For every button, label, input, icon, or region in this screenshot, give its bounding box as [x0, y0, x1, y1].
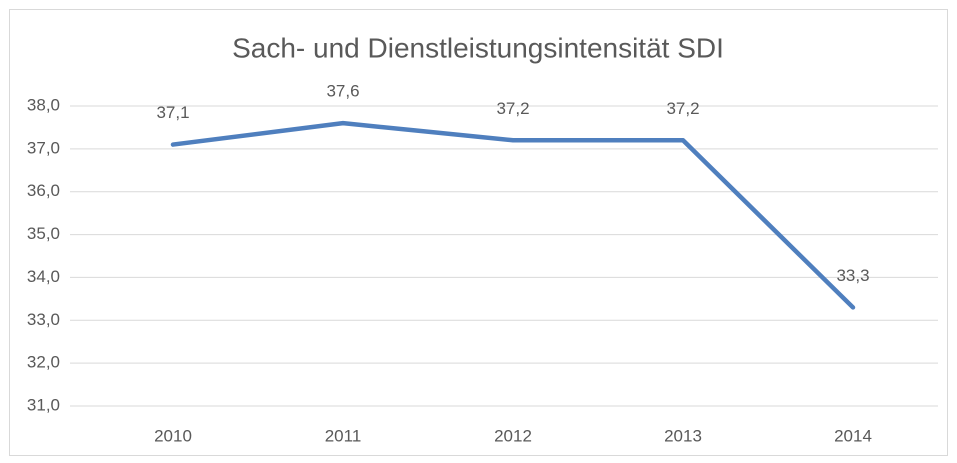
y-tick-label: 32,0 — [27, 353, 60, 372]
x-tick-label: 2014 — [834, 426, 872, 445]
data-line — [170, 120, 856, 310]
chart-frame — [9, 9, 948, 456]
y-tick-label: 34,0 — [27, 267, 60, 286]
x-tick-label: 2010 — [154, 426, 192, 445]
x-tick-label: 2013 — [664, 426, 702, 445]
x-tick-label: 2012 — [494, 426, 532, 445]
y-tick-label: 35,0 — [27, 224, 60, 243]
y-tick-label: 38,0 — [27, 95, 60, 114]
chart-title: Sach- und Dienstleistungsintensität SDI — [232, 32, 724, 63]
data-label: 37,2 — [666, 99, 699, 118]
data-label: 37,6 — [326, 82, 359, 101]
y-tick-label: 37,0 — [27, 138, 60, 157]
data-label: 37,1 — [156, 103, 189, 122]
x-tick-label: 2011 — [325, 426, 362, 445]
data-label: 37,2 — [496, 99, 529, 118]
y-tick-label: 36,0 — [27, 181, 60, 200]
y-tick-label: 31,0 — [27, 395, 60, 414]
y-tick-label: 33,0 — [27, 310, 60, 329]
data-label: 33,3 — [836, 266, 869, 285]
